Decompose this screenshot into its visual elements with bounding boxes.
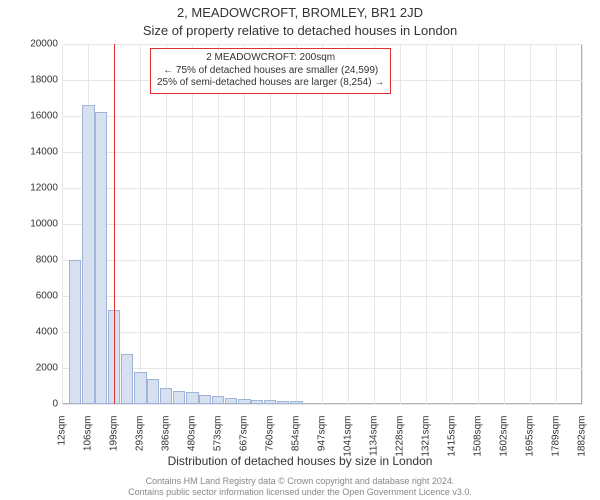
- x-tick-label: 386sqm: [161, 416, 172, 476]
- gridline-vertical: [270, 44, 271, 404]
- histogram-bar: [186, 392, 199, 404]
- x-tick-label: 1415sqm: [447, 416, 458, 476]
- x-tick-label: 1789sqm: [551, 416, 562, 476]
- x-tick-label: 667sqm: [239, 416, 250, 476]
- chart-title-line2: Size of property relative to detached ho…: [0, 23, 600, 38]
- gridline-vertical: [296, 44, 297, 404]
- histogram-bar: [173, 391, 186, 405]
- chart-title-line1: 2, MEADOWCROFT, BROMLEY, BR1 2JD: [0, 5, 600, 20]
- histogram-bar: [199, 395, 212, 404]
- histogram-bar: [82, 105, 95, 404]
- gridline-vertical: [62, 44, 63, 404]
- x-tick-label: 1695sqm: [525, 416, 536, 476]
- histogram-bar: [160, 388, 173, 404]
- x-tick-label: 12sqm: [57, 416, 68, 476]
- annotation-line: 2 MEADOWCROFT: 200sqm: [157, 52, 384, 65]
- footer-line-1: Contains HM Land Registry data © Crown c…: [0, 476, 600, 487]
- histogram-bar: [95, 112, 108, 404]
- gridline-vertical: [140, 44, 141, 404]
- histogram-bar: [69, 260, 82, 404]
- gridline-vertical: [530, 44, 531, 404]
- histogram-bar: [212, 396, 225, 404]
- y-tick-label: 4000: [8, 327, 58, 338]
- gridline-vertical: [218, 44, 219, 404]
- y-tick-label: 2000: [8, 363, 58, 374]
- y-tick-label: 20000: [8, 39, 58, 50]
- gridline-vertical: [426, 44, 427, 404]
- x-tick-label: 1882sqm: [577, 416, 588, 476]
- reference-line: [114, 44, 115, 404]
- y-tick-label: 10000: [8, 219, 58, 230]
- histogram-bar: [290, 401, 303, 404]
- y-tick-label: 18000: [8, 75, 58, 86]
- gridline-vertical: [452, 44, 453, 404]
- x-tick-label: 1228sqm: [395, 416, 406, 476]
- chart-container: 2, MEADOWCROFT, BROMLEY, BR1 2JD Size of…: [0, 0, 600, 500]
- gridline-vertical: [478, 44, 479, 404]
- x-tick-label: 1134sqm: [369, 416, 380, 476]
- x-tick-label: 854sqm: [291, 416, 302, 476]
- histogram-bar: [264, 400, 277, 404]
- histogram-bar: [147, 379, 160, 404]
- y-tick-label: 0: [8, 399, 58, 410]
- footer: Contains HM Land Registry data © Crown c…: [0, 476, 600, 498]
- x-tick-label: 573sqm: [213, 416, 224, 476]
- histogram-bar: [251, 400, 264, 405]
- y-tick-label: 6000: [8, 291, 58, 302]
- gridline-vertical: [582, 44, 583, 404]
- x-tick-label: 199sqm: [109, 416, 120, 476]
- x-tick-label: 106sqm: [83, 416, 94, 476]
- gridline-vertical: [400, 44, 401, 404]
- gridline-vertical: [166, 44, 167, 404]
- x-tick-label: 1508sqm: [473, 416, 484, 476]
- annotation-line: 25% of semi-detached houses are larger (…: [157, 77, 384, 90]
- histogram-bar: [225, 398, 238, 404]
- x-tick-label: 480sqm: [187, 416, 198, 476]
- histogram-bar: [277, 401, 290, 404]
- x-tick-label: 293sqm: [135, 416, 146, 476]
- gridline-vertical: [374, 44, 375, 404]
- histogram-bar: [238, 399, 251, 404]
- x-tick-label: 1602sqm: [499, 416, 510, 476]
- y-tick-label: 12000: [8, 183, 58, 194]
- annotation-box: 2 MEADOWCROFT: 200sqm← 75% of detached h…: [150, 48, 391, 94]
- x-tick-label: 760sqm: [265, 416, 276, 476]
- y-tick-label: 16000: [8, 111, 58, 122]
- annotation-line: ← 75% of detached houses are smaller (24…: [157, 65, 384, 78]
- y-tick-label: 14000: [8, 147, 58, 158]
- histogram-bar: [121, 354, 134, 404]
- x-tick-label: 947sqm: [317, 416, 328, 476]
- gridline-horizontal: [62, 404, 582, 405]
- plot-area: 2 MEADOWCROFT: 200sqm← 75% of detached h…: [62, 44, 582, 404]
- histogram-bar: [134, 372, 147, 404]
- gridline-vertical: [322, 44, 323, 404]
- gridline-vertical: [192, 44, 193, 404]
- gridline-vertical: [348, 44, 349, 404]
- x-tick-label: 1321sqm: [421, 416, 432, 476]
- y-tick-label: 8000: [8, 255, 58, 266]
- gridline-vertical: [556, 44, 557, 404]
- footer-line-2: Contains public sector information licen…: [0, 487, 600, 498]
- gridline-vertical: [244, 44, 245, 404]
- x-tick-label: 1041sqm: [343, 416, 354, 476]
- gridline-vertical: [504, 44, 505, 404]
